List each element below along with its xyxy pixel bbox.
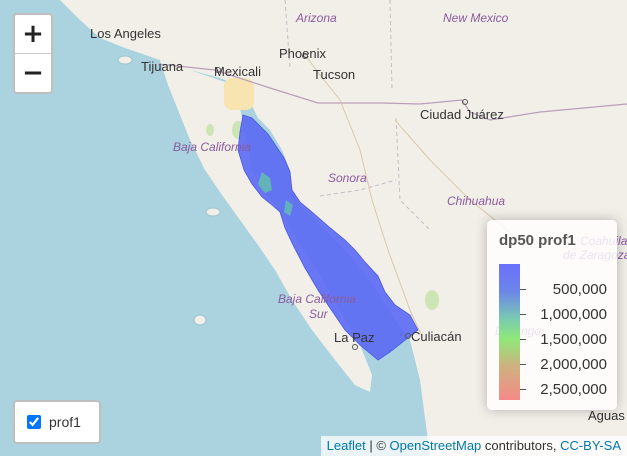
legend-tick bbox=[520, 314, 526, 315]
zoom-out-button[interactable]: − bbox=[15, 53, 51, 92]
vegetation bbox=[206, 124, 214, 136]
legend-label: 2,000,000 bbox=[540, 356, 607, 373]
legend-tick bbox=[520, 389, 526, 390]
license-link[interactable]: CC-BY-SA bbox=[560, 438, 621, 453]
legend-tick bbox=[520, 289, 526, 290]
city-tucson: Tucson bbox=[313, 67, 355, 82]
region-chihuahua: Chihuahua bbox=[447, 194, 505, 208]
osm-link[interactable]: OpenStreetMap bbox=[389, 438, 482, 453]
legend: dp50 prof1 500,000 1,000,000 1,500,000 2… bbox=[487, 220, 617, 410]
sand-area bbox=[224, 78, 254, 110]
vegetation bbox=[425, 290, 439, 310]
island bbox=[193, 314, 207, 326]
leaflet-link[interactable]: Leaflet bbox=[326, 438, 366, 453]
legend-color-bar bbox=[499, 264, 520, 400]
country-border bbox=[157, 63, 627, 121]
city-phoenix: Phoenix bbox=[279, 46, 326, 61]
legend-label: 1,500,000 bbox=[540, 331, 607, 348]
zoom-control: + − bbox=[13, 13, 53, 94]
region-arizona: Arizona bbox=[295, 11, 337, 25]
city-mexicali: Mexicali bbox=[214, 64, 261, 79]
legend-label: 500,000 bbox=[552, 281, 607, 298]
legend-label: 2,500,000 bbox=[540, 381, 607, 398]
layer-label-prof1: prof1 bbox=[49, 414, 81, 430]
attribution: Leaflet | © OpenStreetMap contributors, … bbox=[320, 436, 627, 456]
region-sonora: Sonora bbox=[328, 171, 367, 185]
region-baja-california-sur-2: Sur bbox=[309, 307, 329, 321]
city-aguas: Aguas bbox=[588, 408, 625, 423]
layer-control: prof1 bbox=[13, 400, 101, 444]
legend-label: 1,000,000 bbox=[540, 306, 607, 323]
region-baja-california-sur: Baja California bbox=[278, 292, 356, 306]
baja-peninsula bbox=[160, 60, 372, 392]
legend-tick bbox=[520, 339, 526, 340]
city-tijuana: Tijuana bbox=[141, 59, 184, 74]
city-ciudad-juarez: Ciudad Juárez bbox=[420, 107, 504, 122]
city-culiacan: Culiacán bbox=[411, 329, 462, 344]
region-new-mexico: New Mexico bbox=[443, 11, 509, 25]
city-markers bbox=[215, 53, 468, 350]
mainland bbox=[60, 0, 627, 456]
legend-tick bbox=[520, 364, 526, 365]
layer-checkbox-prof1[interactable] bbox=[27, 415, 41, 429]
prof1-highlight bbox=[284, 200, 293, 216]
zoom-in-button[interactable]: + bbox=[22, 19, 44, 49]
legend-title: dp50 prof1 bbox=[499, 232, 576, 249]
prof1-polygon[interactable] bbox=[237, 114, 419, 361]
attribution-separator: | © bbox=[365, 438, 390, 453]
prof1-highlight bbox=[258, 172, 272, 193]
island bbox=[205, 207, 221, 217]
state-border bbox=[284, 0, 431, 231]
city-los-angeles: Los Angeles bbox=[90, 26, 161, 41]
attribution-contributors: contributors, bbox=[481, 438, 561, 453]
city-la-paz: La Paz bbox=[334, 330, 374, 345]
region-baja-california: Baja California bbox=[173, 140, 251, 154]
island bbox=[117, 55, 133, 65]
